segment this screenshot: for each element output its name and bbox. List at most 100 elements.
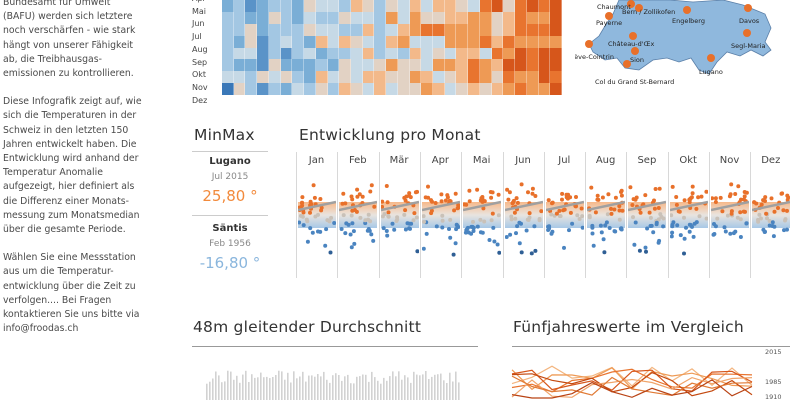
- anomaly-point[interactable]: [722, 225, 727, 230]
- heatmap-cell[interactable]: [280, 35, 293, 48]
- month-column-feb[interactable]: Feb: [337, 152, 378, 278]
- moving-average-bar[interactable]: [356, 376, 358, 400]
- anomaly-point[interactable]: [385, 200, 390, 205]
- heatmap-cell[interactable]: [491, 47, 504, 60]
- anomaly-point[interactable]: [695, 195, 700, 200]
- anomaly-point[interactable]: [771, 220, 776, 225]
- heatmap-cell[interactable]: [362, 23, 375, 36]
- anomaly-point[interactable]: [657, 206, 662, 210]
- anomaly-point[interactable]: [598, 223, 603, 228]
- heatmap-cell[interactable]: [397, 11, 410, 24]
- anomaly-point[interactable]: [613, 229, 618, 234]
- anomaly-point[interactable]: [519, 182, 524, 187]
- heatmap-cell[interactable]: [280, 0, 293, 12]
- moving-average-bar[interactable]: [320, 376, 322, 400]
- moving-average-bar[interactable]: [440, 373, 442, 400]
- anomaly-point[interactable]: [514, 196, 519, 201]
- anomaly-point[interactable]: [599, 230, 604, 235]
- anomaly-point[interactable]: [661, 216, 666, 221]
- anomaly-point[interactable]: [651, 230, 656, 235]
- anomaly-point[interactable]: [677, 209, 682, 214]
- anomaly-point[interactable]: [525, 190, 530, 195]
- anomaly-point[interactable]: [469, 224, 474, 229]
- anomaly-point[interactable]: [593, 210, 598, 215]
- anomaly-point[interactable]: [465, 227, 470, 232]
- anomaly-point[interactable]: [725, 213, 730, 218]
- anomaly-point[interactable]: [607, 226, 612, 230]
- heatmap-cell[interactable]: [257, 35, 269, 48]
- anomaly-point[interactable]: [689, 195, 694, 200]
- anomaly-point[interactable]: [316, 229, 320, 234]
- heatmap-cell[interactable]: [503, 35, 516, 48]
- heatmap-cell[interactable]: [397, 59, 410, 72]
- anomaly-point[interactable]: [446, 227, 451, 231]
- moving-average-bar[interactable]: [290, 382, 292, 400]
- heatmap-cell[interactable]: [538, 83, 551, 95]
- switzerland-map[interactable]: Chaumont Bern / Zollikofen Davos Payerne…: [561, 0, 775, 92]
- heatmap-cell[interactable]: [292, 0, 305, 12]
- anomaly-point[interactable]: [613, 195, 618, 200]
- anomaly-point[interactable]: [658, 212, 663, 217]
- anomaly-point[interactable]: [380, 204, 384, 209]
- anomaly-point[interactable]: [447, 198, 452, 203]
- month-scatter-dez[interactable]: [752, 174, 790, 278]
- anomaly-point[interactable]: [669, 224, 674, 229]
- heatmap-cell[interactable]: [222, 35, 234, 48]
- heatmap-cell[interactable]: [386, 59, 398, 72]
- heatmap-cell[interactable]: [350, 59, 363, 72]
- heatmap-cell[interactable]: [433, 0, 445, 12]
- anomaly-point[interactable]: [355, 187, 360, 192]
- heatmap-cell[interactable]: [222, 0, 234, 12]
- station-dot-grand-st-bernard[interactable]: [623, 60, 631, 68]
- anomaly-point[interactable]: [538, 209, 543, 214]
- anomaly-point[interactable]: [390, 221, 395, 226]
- moving-average-bar[interactable]: [383, 377, 385, 400]
- heatmap-cell[interactable]: [257, 71, 269, 84]
- anomaly-point[interactable]: [744, 190, 749, 195]
- anomaly-point[interactable]: [763, 199, 768, 203]
- month-column-mai[interactable]: Mai: [461, 152, 502, 278]
- anomaly-point[interactable]: [453, 241, 458, 246]
- moving-average-bar[interactable]: [386, 380, 388, 400]
- anomaly-point[interactable]: [694, 206, 699, 211]
- station-dot-chaumont[interactable]: [627, 0, 635, 8]
- month-column-okt[interactable]: Okt: [667, 152, 709, 278]
- heatmap-cell[interactable]: [386, 47, 398, 60]
- heatmap-cell[interactable]: [526, 59, 539, 72]
- anomaly-point[interactable]: [421, 219, 426, 224]
- moving-average-bar[interactable]: [443, 380, 445, 400]
- heatmap-cell[interactable]: [327, 11, 340, 24]
- heatmap-cell[interactable]: [479, 71, 492, 84]
- heatmap-cell[interactable]: [327, 0, 340, 12]
- anomaly-point[interactable]: [402, 208, 407, 213]
- heatmap-cell[interactable]: [268, 83, 281, 95]
- heatmap-cell[interactable]: [362, 71, 375, 84]
- anomaly-point[interactable]: [448, 235, 453, 240]
- moving-average-bar[interactable]: [419, 375, 421, 400]
- anomaly-point[interactable]: [328, 250, 333, 255]
- heatmap-cell[interactable]: [526, 47, 539, 60]
- anomaly-point[interactable]: [763, 229, 768, 234]
- anomaly-point[interactable]: [509, 217, 514, 222]
- anomaly-point[interactable]: [363, 221, 368, 226]
- five-year-line[interactable]: [511, 376, 753, 398]
- heatmap-cell[interactable]: [479, 23, 492, 36]
- anomaly-point[interactable]: [669, 234, 674, 239]
- moving-average-bar[interactable]: [245, 370, 247, 400]
- heatmap-cell[interactable]: [444, 71, 457, 84]
- heatmap-cell[interactable]: [304, 83, 316, 95]
- anomaly-point[interactable]: [384, 229, 389, 233]
- anomaly-point[interactable]: [647, 210, 652, 215]
- max-card[interactable]: Lugano Jul 2015 25,80 °: [192, 156, 268, 205]
- anomaly-point[interactable]: [491, 225, 496, 230]
- anomaly-point[interactable]: [689, 224, 694, 229]
- heatmap-cell[interactable]: [222, 23, 234, 36]
- heatmap-cell[interactable]: [526, 0, 539, 12]
- anomaly-point[interactable]: [727, 194, 732, 199]
- anomaly-point[interactable]: [661, 224, 666, 229]
- anomaly-point[interactable]: [527, 211, 532, 216]
- anomaly-point[interactable]: [510, 201, 514, 206]
- heatmap-cell[interactable]: [280, 71, 293, 84]
- anomaly-point[interactable]: [490, 211, 495, 216]
- anomaly-point[interactable]: [631, 197, 636, 202]
